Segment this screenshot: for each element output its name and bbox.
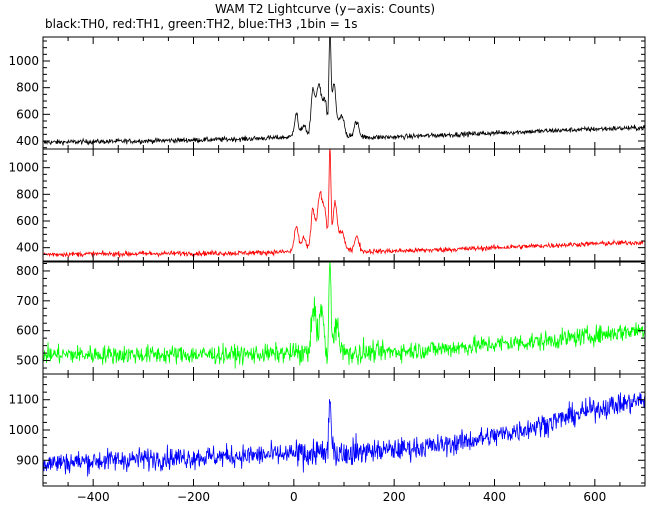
y-tick-label: 800 <box>16 264 39 278</box>
x-tick-label: 200 <box>383 490 406 504</box>
panel-th3: 900 1000 1100 <box>8 373 646 487</box>
y-tick-label: 500 <box>16 354 39 368</box>
y-tick-label: 1100 <box>8 393 39 407</box>
panel-th2: 500 600 700 800 <box>16 261 646 375</box>
panel-th1: 400 600 800 1000 <box>8 148 646 262</box>
y-tick-label: 600 <box>16 324 39 338</box>
panel-frame <box>42 148 646 262</box>
series-line-th2 <box>43 262 645 369</box>
y-tick-label: 800 <box>16 81 39 95</box>
y-tick-label: 400 <box>16 241 39 255</box>
y-tick-label: 700 <box>16 294 39 308</box>
x-tick-label: 400 <box>483 490 506 504</box>
panel-frame <box>42 261 646 375</box>
chart-subtitle: black:TH0, red:TH1, green:TH2, blue:TH3 … <box>45 17 358 31</box>
panel-frame <box>42 36 646 150</box>
y-tick-label: 400 <box>16 134 39 148</box>
x-tick-label: −200 <box>177 490 210 504</box>
series-line-th3 <box>43 392 645 477</box>
series-line-th1 <box>43 149 645 259</box>
series-line-th0 <box>43 37 645 146</box>
y-tick-label: 800 <box>16 187 39 201</box>
y-tick-label: 1000 <box>8 161 39 175</box>
y-tick-label: 900 <box>16 453 39 467</box>
x-tick-label: 0 <box>290 490 298 504</box>
y-tick-label: 1000 <box>8 54 39 68</box>
x-tick-label: 600 <box>583 490 606 504</box>
y-tick-label: 1000 <box>8 423 39 437</box>
y-tick-label: 600 <box>16 107 39 121</box>
x-tick-label: −400 <box>77 490 110 504</box>
panel-frame <box>42 373 646 487</box>
y-tick-label: 600 <box>16 214 39 228</box>
chart-title: WAM T2 Lightcurve (y−axis: Counts) <box>214 2 436 16</box>
panel-th0: 400 600 800 1000 <box>8 36 646 150</box>
